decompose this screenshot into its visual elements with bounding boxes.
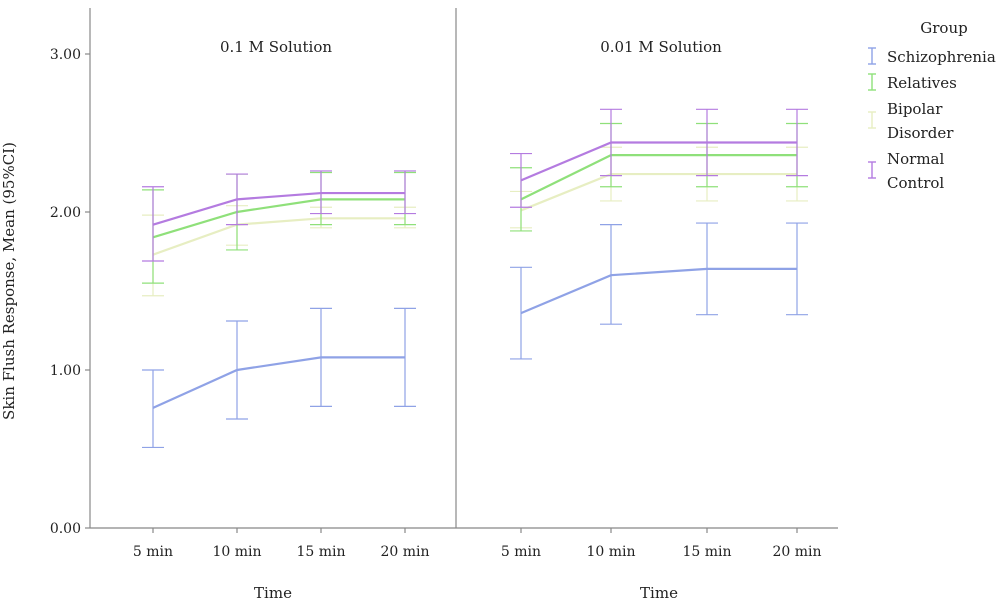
series-bipolar-disorder xyxy=(142,205,416,297)
series-line xyxy=(152,191,405,226)
series-normal-control xyxy=(142,170,416,262)
legend-label: Disorder xyxy=(887,124,954,142)
series-schizophrenia xyxy=(510,222,808,360)
series-relatives xyxy=(510,122,808,232)
y-axis-label: Skin Flush Response, Mean (95%CI) xyxy=(0,142,18,420)
y-axis: 0.00 1.00 2.00 3.00 xyxy=(50,47,90,537)
panel-title: 0.1 M Solution xyxy=(220,38,332,56)
series-relatives xyxy=(142,171,416,284)
x-axis-label: Time xyxy=(254,584,292,602)
series-line xyxy=(520,172,797,212)
legend-item: Bipolar Disorder xyxy=(868,100,954,142)
legend-item: Relatives xyxy=(868,73,957,92)
panel-title: 0.01 M Solution xyxy=(600,38,722,56)
y-tick-label: 0.00 xyxy=(50,521,81,537)
legend-item: Normal Control xyxy=(868,150,944,192)
x-tick-label: 10 min xyxy=(586,544,635,560)
y-tick-label: 3.00 xyxy=(50,47,81,63)
series-line xyxy=(152,356,405,409)
legend-label: Schizophrenia xyxy=(887,48,996,66)
legend-title: Group xyxy=(920,19,967,37)
y-tick-label: 2.00 xyxy=(50,205,81,221)
x-tick-label: 15 min xyxy=(296,544,345,560)
series-line xyxy=(152,198,405,239)
x-tick-label: 10 min xyxy=(212,544,261,560)
series-line xyxy=(520,141,797,182)
legend: Group Schizophrenia Relatives Bipolar Disor… xyxy=(868,19,996,192)
series-bipolar-disorder xyxy=(510,146,808,229)
series-schizophrenia xyxy=(142,307,416,449)
legend-label: Relatives xyxy=(887,74,957,92)
legend-item: Schizophrenia xyxy=(868,47,996,66)
x-axis-label: Time xyxy=(640,584,678,602)
y-tick-label: 1.00 xyxy=(50,363,81,379)
chart-marks xyxy=(142,108,808,449)
series-line xyxy=(152,217,405,256)
x-tick-label: 5 min xyxy=(501,544,541,560)
x-axis: 5 min 10 min 15 min 20 min Time 5 min 10 min 15… xyxy=(133,528,822,602)
x-tick-label: 20 min xyxy=(380,544,429,560)
legend-label: Control xyxy=(887,174,944,192)
plot-frame xyxy=(89,8,838,529)
x-tick-label: 20 min xyxy=(772,544,821,560)
series-line xyxy=(520,267,797,315)
legend-label: Normal xyxy=(887,150,944,168)
x-tick-label: 5 min xyxy=(133,544,173,560)
series-line xyxy=(520,154,797,201)
panel-titles: 0.1 M Solution 0.01 M Solution xyxy=(220,38,722,56)
x-tick-label: 15 min xyxy=(682,544,731,560)
legend-label: Bipolar xyxy=(887,100,943,118)
series-normal-control xyxy=(510,108,808,208)
